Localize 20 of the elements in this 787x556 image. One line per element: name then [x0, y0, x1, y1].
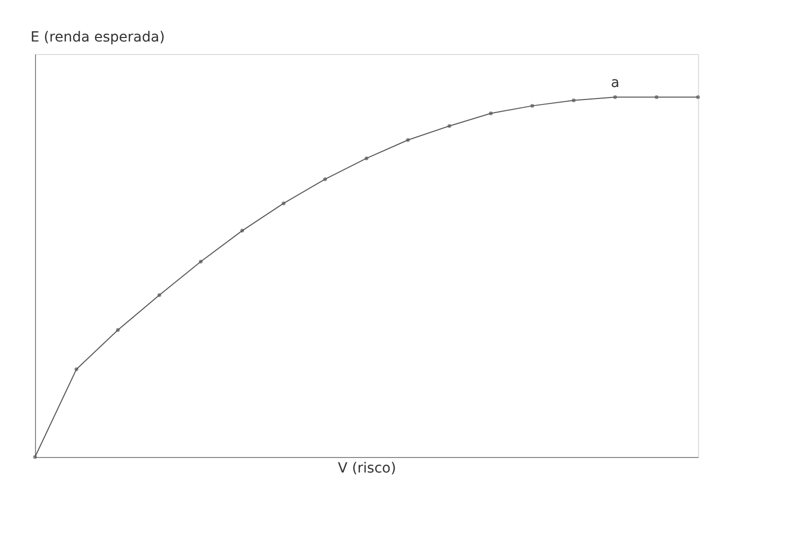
x-axis-title: V (risco): [338, 460, 396, 476]
point: [323, 177, 327, 182]
y-axis-title: E (renda esperada): [30, 30, 165, 46]
annotation: a: [610, 75, 620, 92]
point: [530, 104, 534, 108]
point: [74, 367, 78, 372]
point: [406, 138, 410, 142]
point: [696, 95, 700, 100]
point: [572, 98, 576, 102]
point: [613, 95, 617, 100]
point: [364, 156, 368, 160]
point: [448, 124, 452, 128]
point: [282, 201, 286, 206]
point: [157, 293, 162, 297]
point: [654, 95, 658, 100]
point: [198, 260, 203, 264]
point: [33, 455, 37, 459]
point: [240, 228, 244, 233]
point: [116, 328, 120, 332]
point: [488, 112, 493, 116]
